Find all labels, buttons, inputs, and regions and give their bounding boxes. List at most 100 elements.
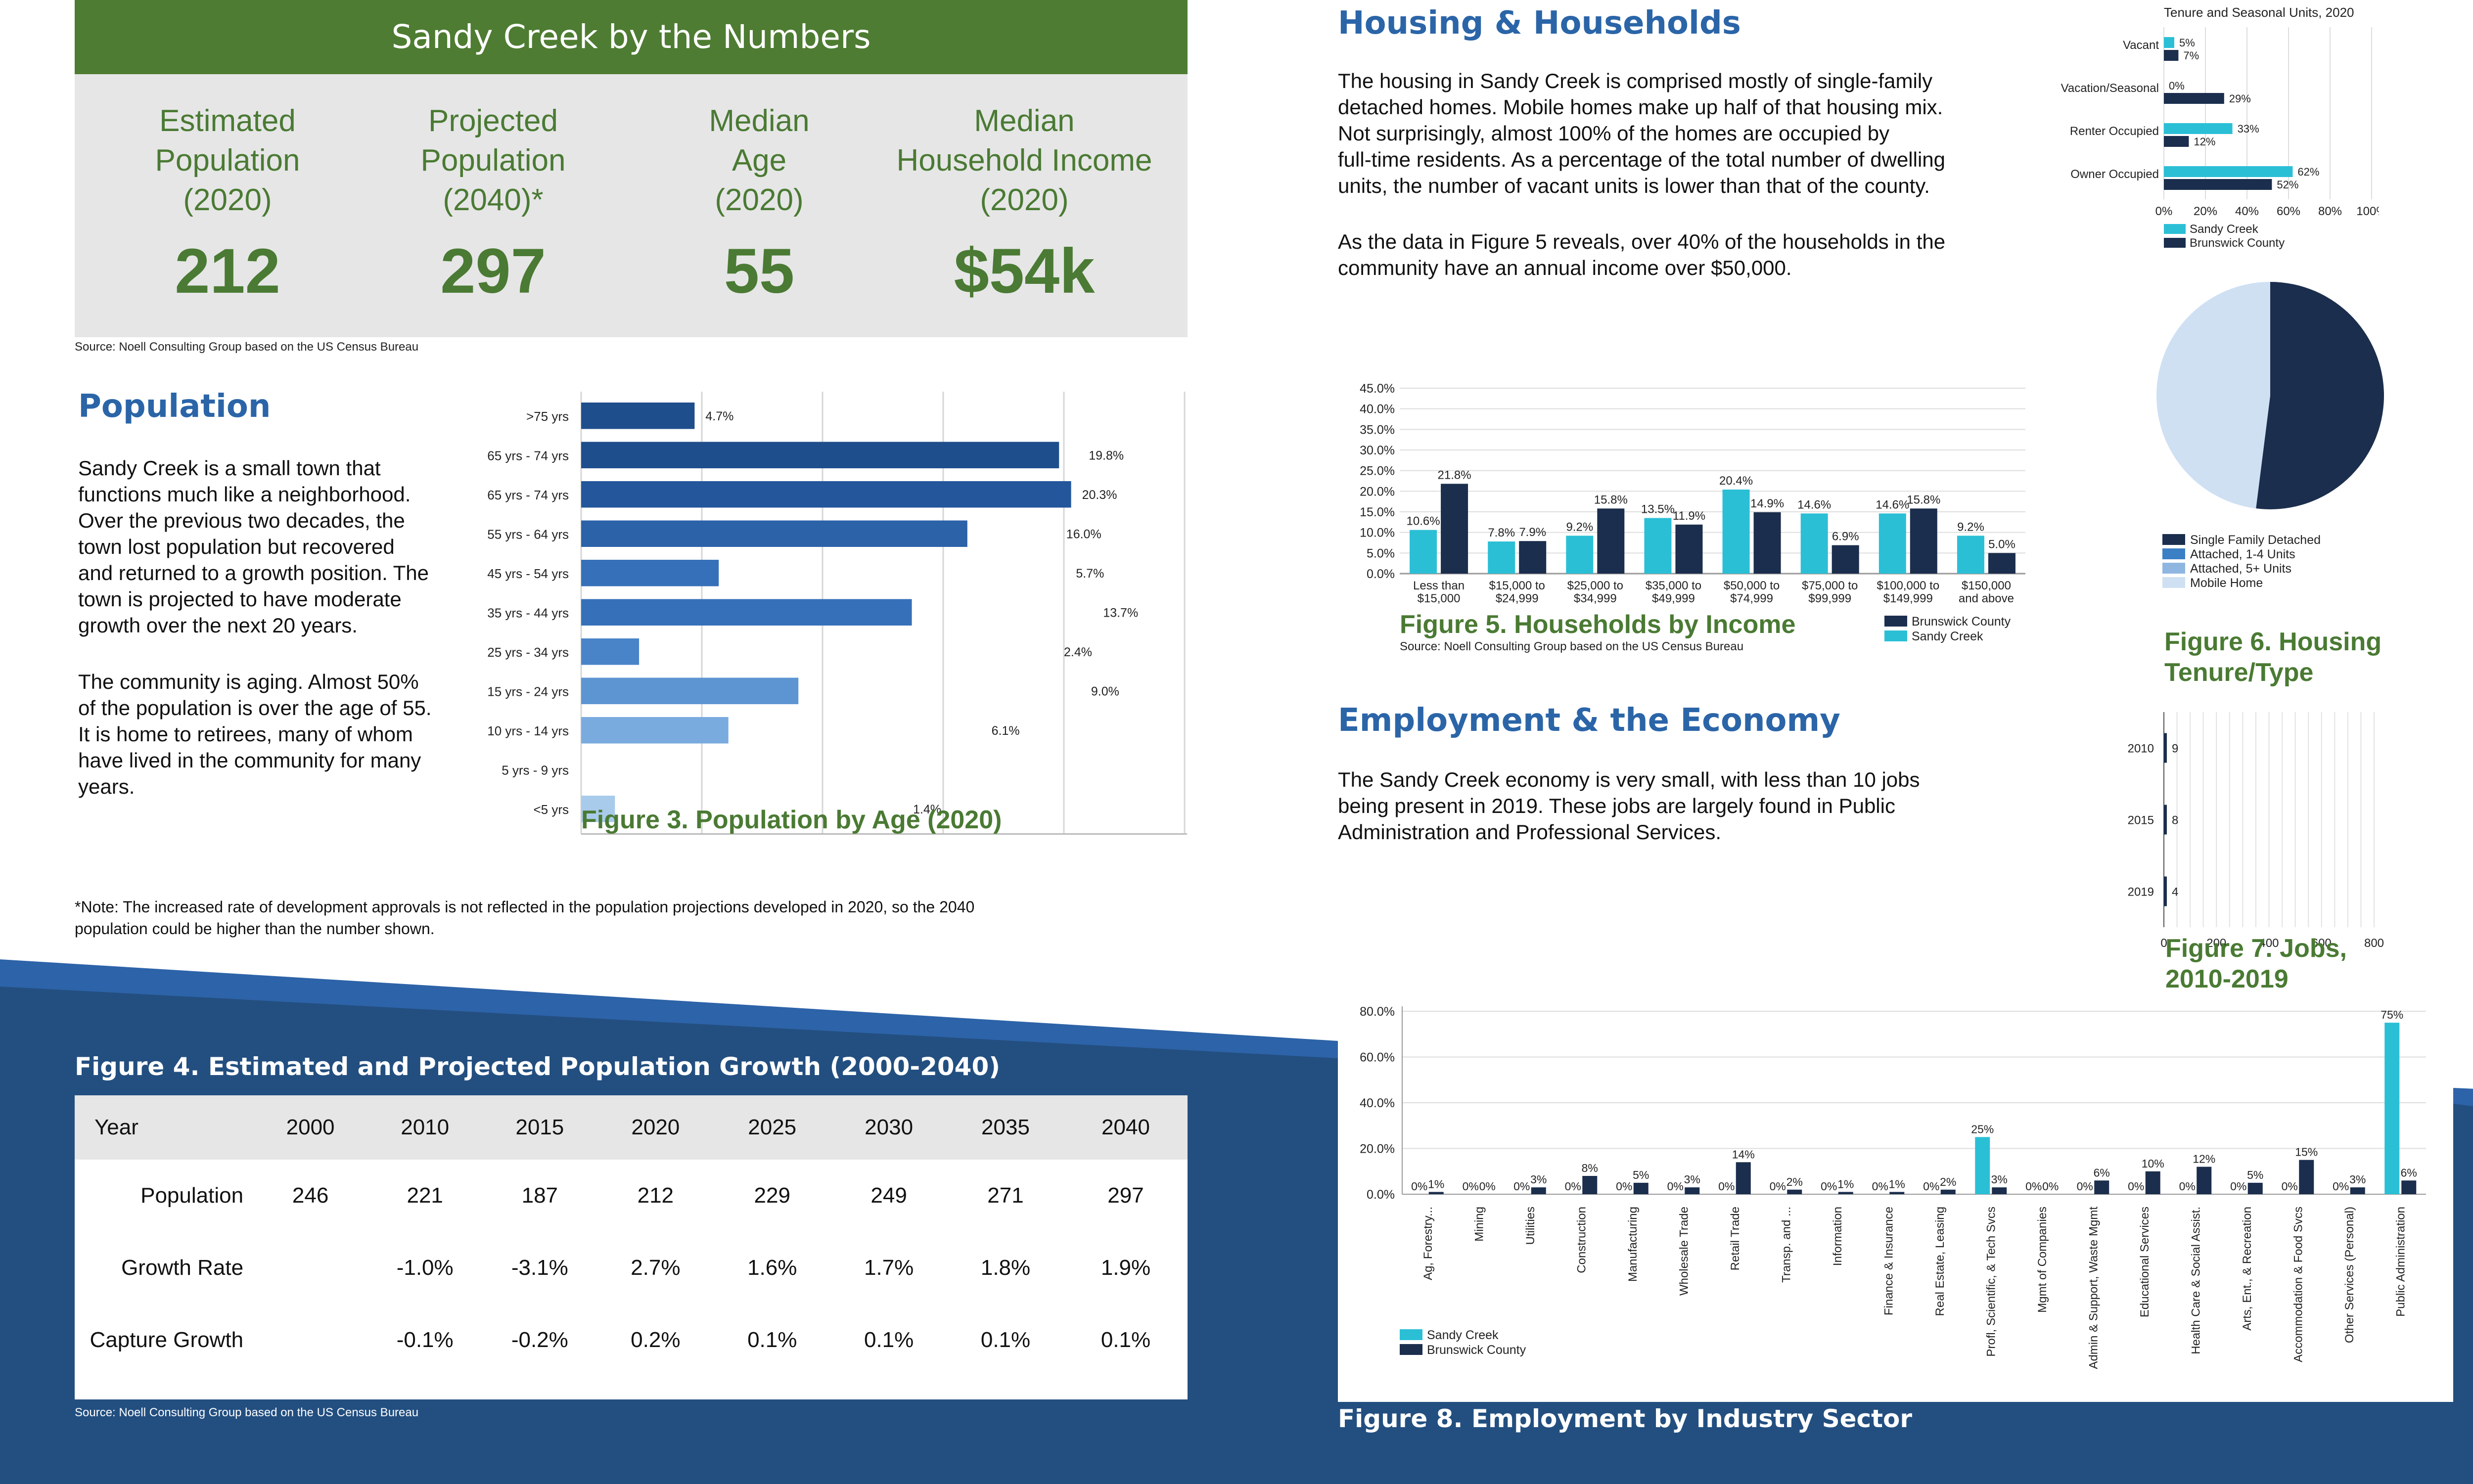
stat-label-line: (2020) bbox=[183, 183, 272, 217]
fig8-panel bbox=[1338, 994, 2441, 1397]
stat-label-3: Median Household Income (2020) bbox=[861, 101, 1188, 220]
tick-label: 35 yrs - 44 yrs bbox=[487, 605, 569, 620]
population-para1-line: functions much like a neighborhood. bbox=[78, 483, 411, 506]
housing-para1-line: detached homes. Mobile homes make up hal… bbox=[1338, 95, 1943, 119]
bar bbox=[2164, 166, 2293, 177]
data-label: 19.8% bbox=[1089, 449, 1124, 462]
bar bbox=[1940, 1189, 1956, 1194]
legend-swatch bbox=[2164, 238, 2186, 248]
legend-swatch bbox=[2164, 224, 2186, 234]
tick-label: Educational Services bbox=[2138, 1207, 2152, 1317]
table-row: Growth Rate -1.0% -3.1% 2.7% 1.6% 1.7% 1.8% 1.9… bbox=[75, 1232, 1188, 1304]
bar bbox=[2197, 1167, 2212, 1194]
stat-label-line: (2040)* bbox=[443, 183, 544, 217]
tick-label: 45.0% bbox=[1360, 382, 1395, 396]
tick-label: 0% bbox=[2155, 205, 2173, 218]
stat-value-2: 55 bbox=[724, 236, 795, 307]
stat-value-0: 212 bbox=[175, 236, 280, 307]
tick-label: $24,999 bbox=[1496, 592, 1539, 605]
data-label: 15% bbox=[2295, 1146, 2318, 1159]
tick-label: Information bbox=[1831, 1207, 1844, 1266]
table-cell: 1.8% bbox=[980, 1256, 1031, 1280]
bar bbox=[1838, 1192, 1853, 1194]
bar bbox=[2164, 179, 2272, 190]
data-label: 0% bbox=[1463, 1180, 1479, 1193]
data-label: 0% bbox=[2179, 1180, 2196, 1193]
data-label: 7.9% bbox=[1519, 526, 1546, 539]
bar bbox=[1957, 536, 1984, 574]
stat-label-line: (2020) bbox=[980, 183, 1069, 217]
bar bbox=[1644, 518, 1672, 574]
tick-label: $75,000 to bbox=[1802, 579, 1858, 592]
legend-swatch bbox=[2162, 577, 2185, 588]
numbers-title: Sandy Creek by the Numbers bbox=[391, 18, 871, 56]
tick-label: Manufacturing bbox=[1626, 1207, 1640, 1282]
table-cell: -0.1% bbox=[396, 1328, 454, 1352]
stat-label-2: Median Age (2020) bbox=[596, 101, 922, 220]
bar bbox=[1410, 530, 1437, 574]
employment-para: The Sandy Creek economy is very small, w… bbox=[1338, 766, 2030, 845]
population-para2-line: It is home to retirees, many of whom bbox=[78, 722, 413, 746]
bar bbox=[1787, 1189, 1802, 1194]
table-cell: 1.6% bbox=[747, 1256, 797, 1280]
bar bbox=[2164, 876, 2167, 906]
note-line: population could be higher than the numb… bbox=[75, 920, 435, 938]
table-cell: 249 bbox=[870, 1183, 907, 1208]
data-label: 10.6% bbox=[1407, 515, 1440, 528]
data-label: 9.0% bbox=[1091, 684, 1119, 698]
data-label: 0% bbox=[2282, 1180, 2298, 1193]
numbers-header: Sandy Creek by the Numbers bbox=[75, 0, 1188, 74]
population-para1-line: growth over the next 20 years. bbox=[78, 614, 358, 637]
tick-label: 40% bbox=[2235, 205, 2259, 218]
housing-para2-line: community have an annual income over $50… bbox=[1338, 256, 1792, 279]
table-cell: 0.2% bbox=[631, 1328, 681, 1352]
data-label: 11.9% bbox=[1673, 509, 1705, 523]
bar bbox=[1988, 553, 2015, 574]
data-label: 0% bbox=[1718, 1180, 1735, 1193]
tick-label: $74,999 bbox=[1730, 592, 1773, 605]
data-label: 25% bbox=[1971, 1123, 1994, 1135]
tick-label: >75 yrs bbox=[526, 409, 569, 424]
tenure-title: Tenure and Seasonal Units, 2020 bbox=[2164, 5, 2354, 20]
data-label: 2% bbox=[1786, 1175, 1803, 1188]
bar bbox=[1566, 536, 1594, 574]
bar bbox=[1736, 1162, 1751, 1194]
legend-swatch bbox=[2162, 563, 2185, 574]
bar bbox=[581, 520, 967, 547]
fig4-table: Year 2000 2010 2015 2020 2025 2030 2035 2040 Popu… bbox=[75, 1095, 1188, 1376]
data-label: 62% bbox=[2297, 166, 2319, 178]
bar bbox=[1975, 1137, 1990, 1194]
tick-label: 30.0% bbox=[1360, 444, 1395, 457]
data-label: 5% bbox=[1633, 1169, 1649, 1181]
tick-label: 25.0% bbox=[1360, 464, 1395, 478]
data-label: 15.8% bbox=[1594, 493, 1628, 506]
legend-swatch bbox=[1400, 1344, 1422, 1355]
tick-label: 15.0% bbox=[1360, 505, 1395, 519]
bar bbox=[1889, 1192, 1905, 1194]
tick-label: 40.0% bbox=[1360, 1096, 1395, 1110]
table-cell: 1.9% bbox=[1100, 1256, 1151, 1280]
bar bbox=[1519, 541, 1547, 574]
table-cell: 2035 bbox=[981, 1115, 1030, 1139]
bar bbox=[2094, 1180, 2109, 1194]
legend-label: Attached, 1-4 Units bbox=[2190, 547, 2295, 561]
bar bbox=[1441, 484, 1468, 574]
employment-heading: Employment & the Economy bbox=[1338, 702, 1840, 739]
tick-label: Retail Trade bbox=[1729, 1207, 1742, 1270]
bar bbox=[1582, 1176, 1598, 1194]
data-label: 13.7% bbox=[1103, 606, 1138, 620]
data-label: 3% bbox=[1991, 1173, 2008, 1186]
table-cell bbox=[253, 1304, 367, 1376]
data-label: 7% bbox=[2183, 49, 2199, 62]
pie-slice bbox=[2156, 282, 2270, 509]
tick-label: $49,999 bbox=[1652, 592, 1695, 605]
data-label: 7.8% bbox=[1488, 526, 1515, 540]
bar bbox=[1428, 1192, 1444, 1194]
tick-label: $149,999 bbox=[1883, 592, 1933, 605]
legend-label: Single Family Detached bbox=[2190, 533, 2321, 547]
numbers-source: Source: Noell Consulting Group based on … bbox=[75, 340, 419, 354]
bar bbox=[581, 717, 729, 744]
housing-para1-line: full-time residents. As a percentage of … bbox=[1338, 148, 1946, 171]
data-label: 14.9% bbox=[1750, 497, 1784, 510]
